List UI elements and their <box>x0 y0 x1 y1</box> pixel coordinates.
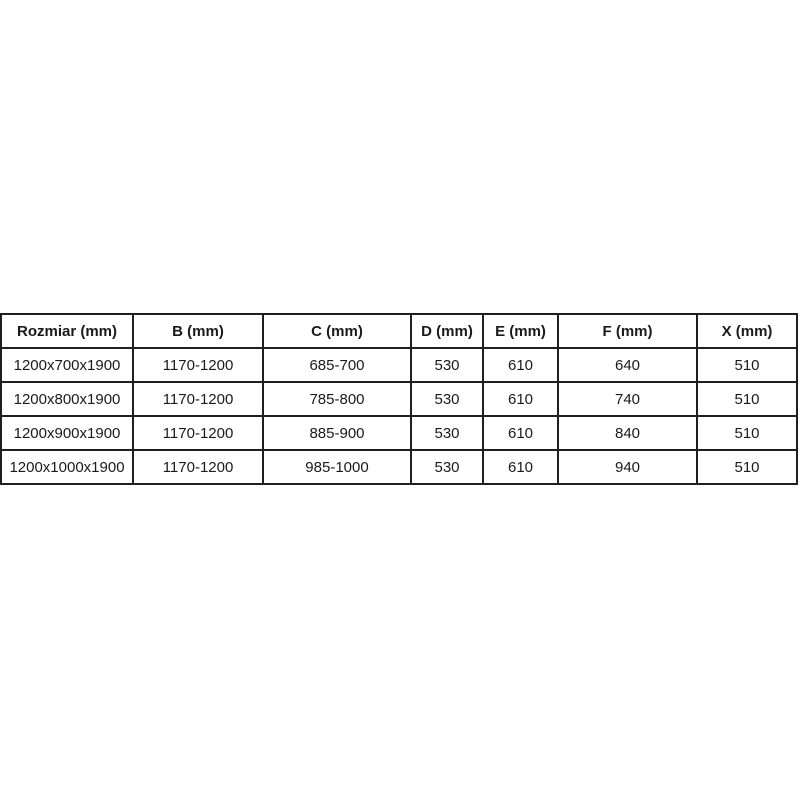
dimensions-table: Rozmiar (mm) B (mm) C (mm) D (mm) E (mm) F (m… <box>0 313 798 485</box>
table-row: 1200x700x1900 1170-1200 685-700 530 610 640 51… <box>0 347 798 383</box>
table-row: 1200x1000x1900 1170-1200 985-1000 530 610 940… <box>0 449 798 485</box>
table-cell: 1170-1200 <box>132 415 264 451</box>
table-cell: 1200x900x1900 <box>0 415 134 451</box>
table-cell: 530 <box>410 347 484 383</box>
header-row: Rozmiar (mm) B (mm) C (mm) D (mm) E (mm) F (m… <box>0 313 798 349</box>
table-cell: 610 <box>482 415 559 451</box>
table-cell: 530 <box>410 415 484 451</box>
column-header: C (mm) <box>262 313 412 349</box>
table-cell: 640 <box>557 347 698 383</box>
table-cell: 530 <box>410 449 484 485</box>
table-cell: 610 <box>482 381 559 417</box>
table-cell: 530 <box>410 381 484 417</box>
table-cell: 1200x1000x1900 <box>0 449 134 485</box>
table-cell: 740 <box>557 381 698 417</box>
table-cell: 1200x700x1900 <box>0 347 134 383</box>
table-cell: 685-700 <box>262 347 412 383</box>
table-cell: 510 <box>696 381 798 417</box>
table-cell: 610 <box>482 449 559 485</box>
table-cell: 885-900 <box>262 415 412 451</box>
column-header: F (mm) <box>557 313 698 349</box>
table-cell: 1170-1200 <box>132 347 264 383</box>
column-header: E (mm) <box>482 313 559 349</box>
column-header: X (mm) <box>696 313 798 349</box>
table-cell: 840 <box>557 415 698 451</box>
table-cell: 510 <box>696 347 798 383</box>
table-cell: 1170-1200 <box>132 381 264 417</box>
table-row: 1200x800x1900 1170-1200 785-800 530 610 740 51… <box>0 381 798 417</box>
table-cell: 985-1000 <box>262 449 412 485</box>
table-cell: 610 <box>482 347 559 383</box>
table-cell: 1200x800x1900 <box>0 381 134 417</box>
column-header: B (mm) <box>132 313 264 349</box>
table-cell: 785-800 <box>262 381 412 417</box>
column-header: D (mm) <box>410 313 484 349</box>
table-cell: 1170-1200 <box>132 449 264 485</box>
table-cell: 510 <box>696 415 798 451</box>
table-body: 1200x700x1900 1170-1200 685-700 530 610 640 51… <box>0 347 798 485</box>
table-header: Rozmiar (mm) B (mm) C (mm) D (mm) E (mm) F (m… <box>0 313 798 349</box>
column-header: Rozmiar (mm) <box>0 313 134 349</box>
table-row: 1200x900x1900 1170-1200 885-900 530 610 840 51… <box>0 415 798 451</box>
table-cell: 940 <box>557 449 698 485</box>
table-cell: 510 <box>696 449 798 485</box>
